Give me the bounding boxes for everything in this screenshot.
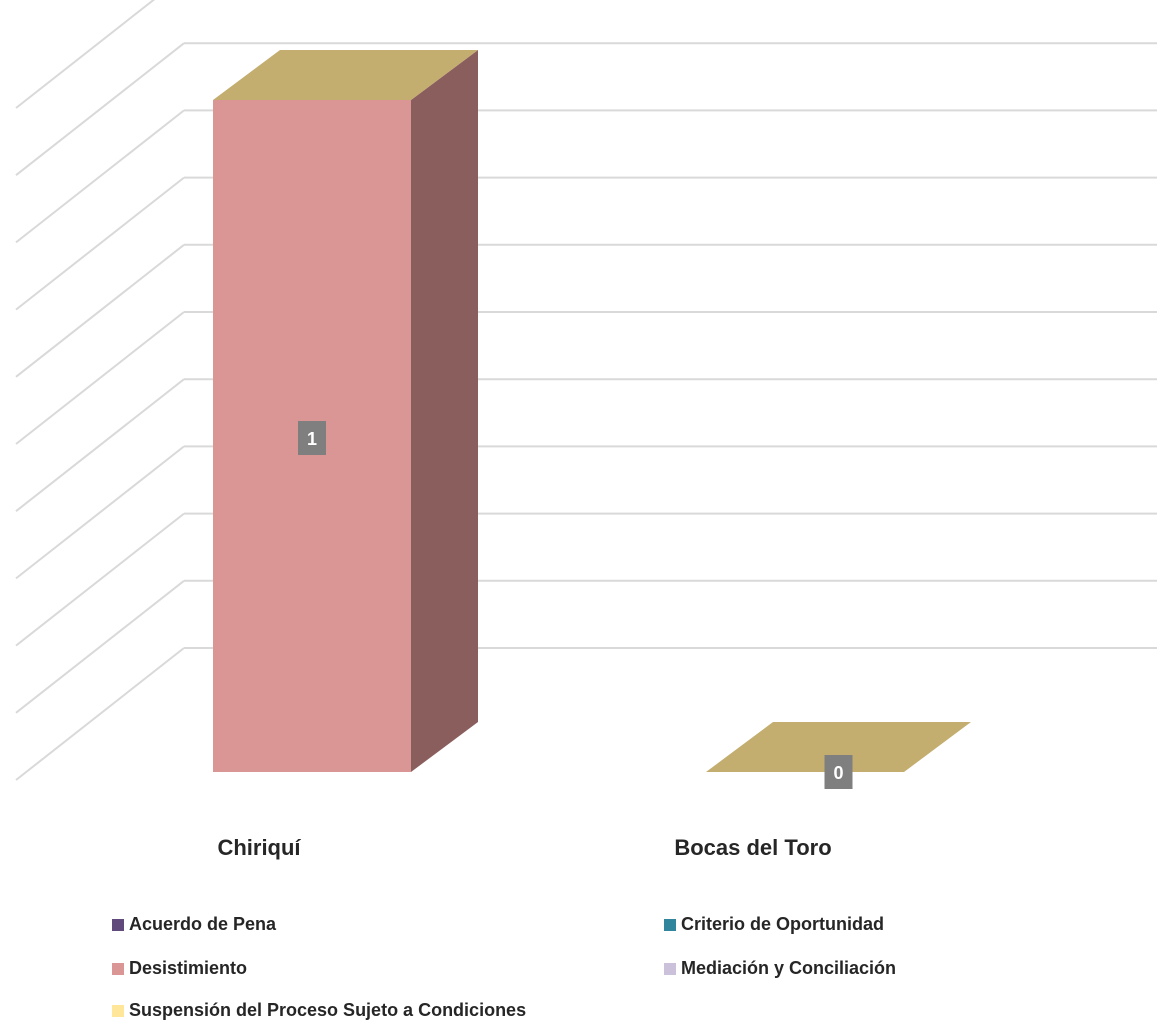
gridlines (15, 0, 1157, 781)
legend-item-mediacion-y-conciliacion[interactable]: Mediación y Conciliación (664, 958, 896, 979)
gridline-side (15, 647, 185, 781)
legend-swatch (664, 918, 676, 931)
gridline-side (15, 512, 185, 647)
gridline-side (15, 0, 156, 109)
legend-item-criterio-de-oportunidad[interactable]: Criterio de Oportunidad (664, 914, 884, 935)
legend-swatch (112, 1004, 124, 1017)
bar-top-face (213, 50, 478, 100)
legend-label: Desistimiento (129, 958, 248, 978)
data-label: 1 (307, 429, 317, 449)
legend-label: Suspensión del Proceso Sujeto a Condicio… (129, 1000, 527, 1020)
data-label-box (824, 755, 853, 789)
gridline-side (15, 244, 185, 378)
gridline-side (15, 109, 185, 244)
bar-top-face (706, 722, 971, 772)
category-label: Bocas del Toro (674, 835, 831, 860)
legend-swatch (112, 918, 124, 931)
data-label-box (298, 421, 326, 455)
legend-item-acuerdo-de-pena[interactable]: Acuerdo de Pena (112, 914, 276, 935)
bar-side-face (411, 50, 478, 772)
legend-swatch (664, 962, 676, 975)
bar-1: 0 (706, 722, 971, 789)
legend-item-desistimiento[interactable]: Desistimiento (112, 958, 247, 979)
legend-item-suspension-del-proceso[interactable]: Suspensión del Proceso Sujeto a Condicio… (112, 1000, 526, 1021)
gridline-side (15, 42, 185, 176)
bars: 10 (213, 50, 971, 789)
legend-swatch (112, 962, 124, 975)
gridline-side (15, 580, 185, 714)
gridline-side (15, 176, 185, 311)
gridline-side (15, 311, 185, 445)
category-labels: Chiriquí Bocas del Toro (217, 835, 831, 860)
gridline-side (15, 445, 185, 580)
bar-0: 1 (213, 50, 478, 772)
legend-label: Acuerdo de Pena (129, 914, 277, 934)
category-label: Chiriquí (217, 835, 301, 860)
legend: Acuerdo de Pena Criterio de Oportunidad … (112, 912, 1112, 1020)
legend-label: Mediación y Conciliación (681, 958, 897, 978)
gridline-side (15, 378, 185, 512)
legend-label: Criterio de Oportunidad (681, 914, 885, 934)
data-label: 0 (833, 763, 843, 783)
